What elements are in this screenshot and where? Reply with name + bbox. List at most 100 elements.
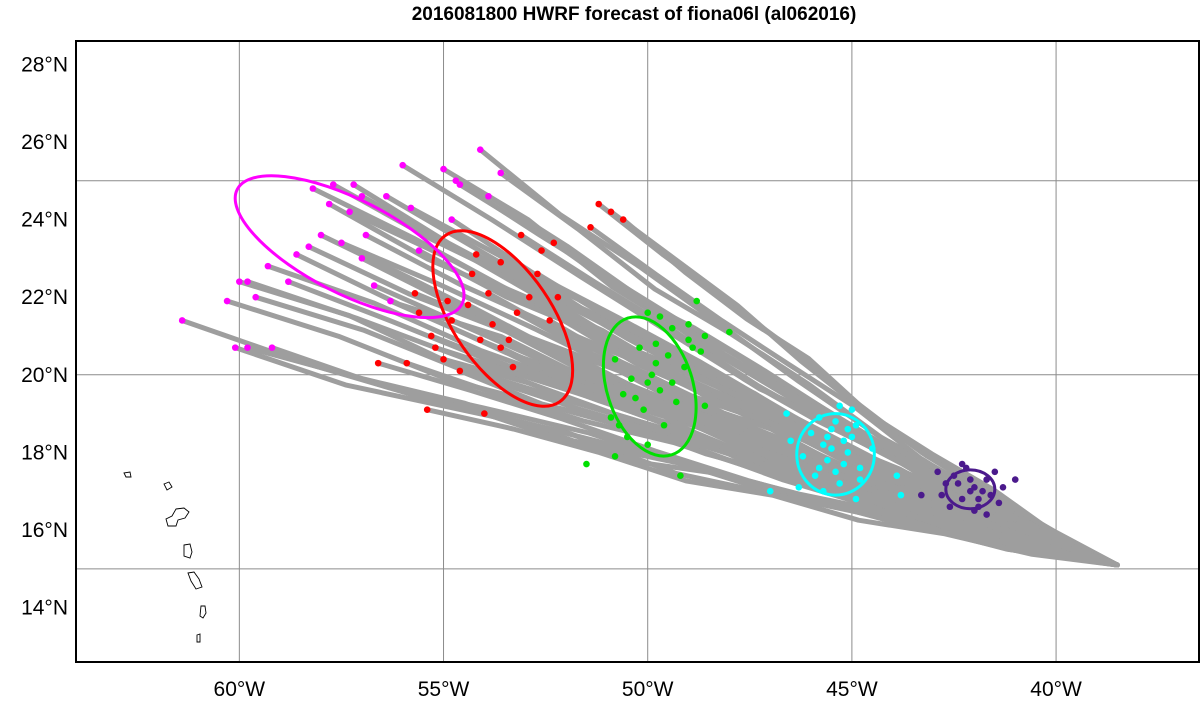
forecast-position-point	[362, 231, 370, 239]
forecast-position-point	[403, 359, 411, 367]
forecast-position-point	[656, 387, 664, 394]
forecast-position-point	[999, 484, 1007, 491]
forecast-position-point	[415, 247, 423, 254]
forecast-position-point	[856, 464, 864, 472]
y-tick-label: 26°N	[21, 131, 68, 154]
forecast-position-point	[787, 437, 794, 445]
forecast-position-point	[468, 270, 476, 278]
x-tick-label: 55°W	[418, 678, 470, 701]
x-axis-tick-labels: 60°W 55°W 50°W 45°W 40°W	[214, 678, 1082, 701]
forecast-position-point	[697, 348, 705, 355]
forecast-position-point	[476, 336, 484, 344]
forecast-position-point	[632, 394, 639, 402]
forecast-position-point	[252, 293, 259, 301]
forecast-position-point	[223, 297, 231, 305]
forecast-position-point	[619, 216, 627, 223]
forecast-position-point	[685, 321, 692, 328]
forecast-position-point	[795, 484, 803, 491]
forecast-position-point	[942, 480, 950, 487]
forecast-position-point	[636, 344, 643, 351]
forecast-position-point	[962, 464, 970, 472]
forecast-position-point	[971, 507, 978, 514]
forecast-position-point	[358, 255, 366, 262]
forecast-position-point	[481, 410, 488, 417]
forecast-position-point	[824, 456, 831, 464]
forecast-position-point	[554, 293, 562, 301]
forecast-position-point	[497, 344, 504, 351]
forecast-position-point	[848, 433, 856, 441]
forecast-position-point	[329, 181, 337, 188]
forecast-track	[551, 240, 1120, 568]
forecast-position-point	[350, 181, 357, 188]
forecast-position-point	[505, 336, 513, 344]
forecast-position-point	[958, 495, 966, 503]
forecast-position-point	[726, 328, 733, 336]
x-tick-label: 50°W	[622, 678, 674, 701]
forecast-position-point	[476, 146, 484, 153]
forecast-position-point	[611, 355, 619, 363]
uncertainty-ellipse	[601, 315, 698, 458]
forecast-position-point	[983, 476, 990, 483]
forecast-position-point	[448, 216, 455, 223]
forecast-position-point	[832, 468, 839, 476]
forecast-position-point	[399, 161, 406, 169]
y-tick-label: 24°N	[21, 209, 68, 232]
forecast-position-point	[689, 344, 696, 351]
forecast-position-point	[820, 441, 827, 448]
x-tick-label: 60°W	[214, 678, 266, 701]
forecast-position-point	[783, 410, 790, 417]
forecast-position-point	[644, 441, 652, 448]
forecast-position-point	[370, 282, 378, 289]
forecast-position-point	[317, 231, 325, 239]
forecast-position-point	[1011, 476, 1019, 483]
forecast-position-point	[440, 355, 447, 363]
forecast-position-point	[485, 289, 492, 297]
forecast-position-point	[407, 204, 415, 212]
forecast-tracks	[179, 147, 1120, 568]
y-tick-label: 20°N	[21, 364, 68, 387]
island-outline	[187, 571, 203, 590]
forecast-position-point	[513, 309, 521, 316]
forecast-position-point	[660, 421, 668, 429]
forecast-position-point	[497, 258, 504, 266]
island-outline	[123, 471, 132, 478]
map-islands	[123, 471, 207, 643]
forecast-position-point	[766, 487, 774, 495]
forecast-position-point	[668, 379, 676, 386]
forecast-position-point	[644, 379, 652, 386]
forecast-position-point	[918, 491, 925, 499]
forecast-track	[490, 321, 1120, 568]
forecast-position-point	[293, 251, 300, 258]
forecast-position-point	[525, 293, 533, 301]
forecast-position-point	[844, 449, 852, 456]
forecast-position-point	[489, 321, 496, 328]
y-tick-label: 16°N	[21, 519, 68, 542]
x-tick-label: 45°W	[826, 678, 878, 701]
forecast-position-point	[644, 309, 652, 316]
plot-frame	[75, 40, 1200, 663]
forecast-position-point	[799, 452, 807, 460]
forecast-position-point	[607, 208, 615, 216]
island-outline	[183, 543, 193, 559]
forecast-position-point	[178, 317, 186, 324]
forecast-position-point	[587, 224, 594, 231]
forecast-position-point	[836, 402, 843, 410]
forecast-position-point	[950, 472, 958, 480]
forecast-position-point	[440, 165, 447, 173]
forecast-position-point	[991, 468, 999, 476]
forecast-position-point	[538, 247, 545, 254]
forecast-position-point	[423, 406, 431, 414]
forecast-position-point	[444, 297, 451, 305]
uncertainty-ellipse	[795, 412, 876, 497]
forecast-position-point	[685, 336, 692, 344]
forecast-position-point	[979, 487, 986, 495]
forecast-position-point	[975, 503, 982, 511]
forecast-position-point	[820, 487, 827, 495]
y-tick-label: 18°N	[21, 441, 68, 464]
forecast-track	[555, 294, 1120, 568]
forecast-position-point	[946, 503, 954, 511]
forecast-position-point	[824, 433, 831, 441]
forecast-position-point	[485, 192, 492, 200]
forecast-position-point	[623, 433, 631, 441]
